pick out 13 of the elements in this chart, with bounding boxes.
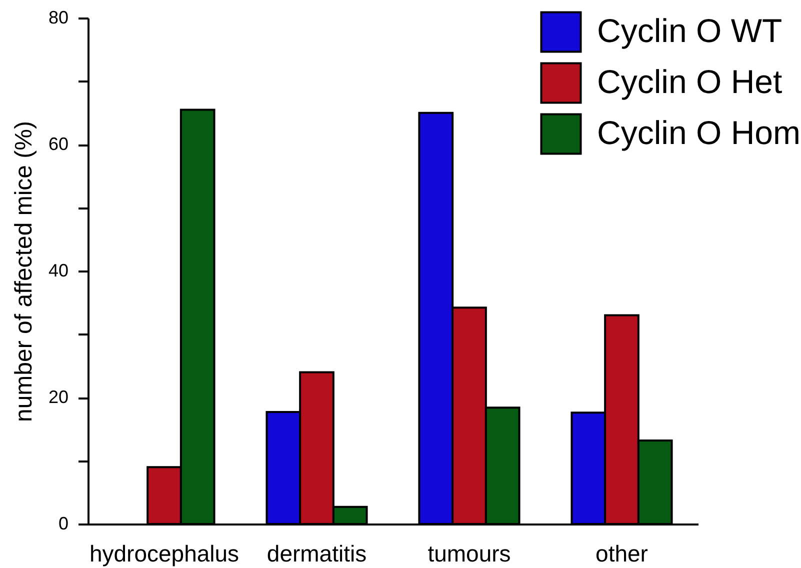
x-tick-label: tumours: [428, 540, 511, 566]
y-tick-label: 80: [48, 8, 68, 28]
y-tick-label: 20: [48, 387, 68, 407]
x-tick-label: other: [596, 540, 648, 566]
y-axis-title: number of affected mice (%): [10, 120, 38, 422]
y-tick-label: 40: [48, 260, 68, 280]
legend-label: Cyclin O Het: [597, 63, 782, 100]
legend-label: Cyclin O Hom: [597, 114, 801, 151]
y-tick-label: 0: [58, 514, 68, 534]
legend-label: Cyclin O WT: [597, 12, 782, 49]
x-tick-label: hydrocephalus: [89, 540, 240, 566]
x-tick-label: dermatitis: [266, 540, 367, 566]
y-tick-label: 60: [48, 134, 68, 154]
